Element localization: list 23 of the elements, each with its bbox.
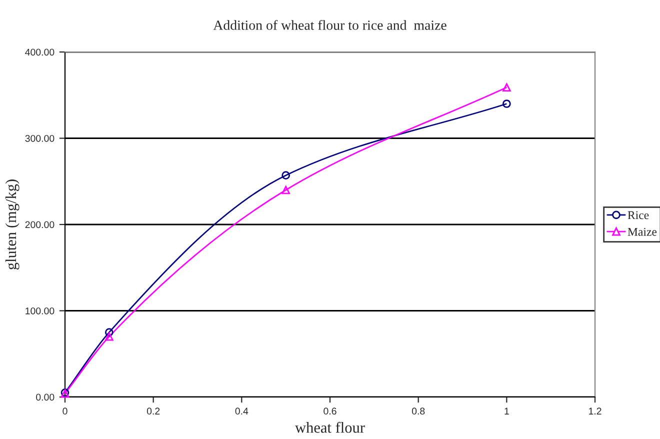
y-tick-label: 300.00 [25,134,54,142]
x-tick-label: 0 [62,408,68,415]
chart-title: Addition of wheat flour to rice and maize [213,20,446,30]
x-tick-label: 0.8 [412,408,425,415]
y-tick-label: 100.00 [26,307,54,314]
x-tick-label: 0.6 [324,408,336,415]
y-tick-label: 0.00 [36,394,54,401]
x-axis-title: wheat flour [295,422,365,433]
point [502,100,511,108]
x-tick-label: 1.2 [588,408,602,414]
point [282,186,290,194]
y-axis-title: gluten (mg/kg) [5,180,20,270]
point [105,328,114,336]
point [282,171,290,180]
legend-label: Maize [628,228,657,236]
y-tick-label: 400.00 [25,48,54,56]
y-tick-label: 200.00 [25,221,54,228]
point [105,332,114,341]
x-tick-label: 0.4 [235,408,248,415]
point [502,83,511,92]
x-tick-label: 0.2 [146,408,160,415]
x-tick-label: 1 [504,408,509,414]
legend-label: Rice [628,211,649,220]
